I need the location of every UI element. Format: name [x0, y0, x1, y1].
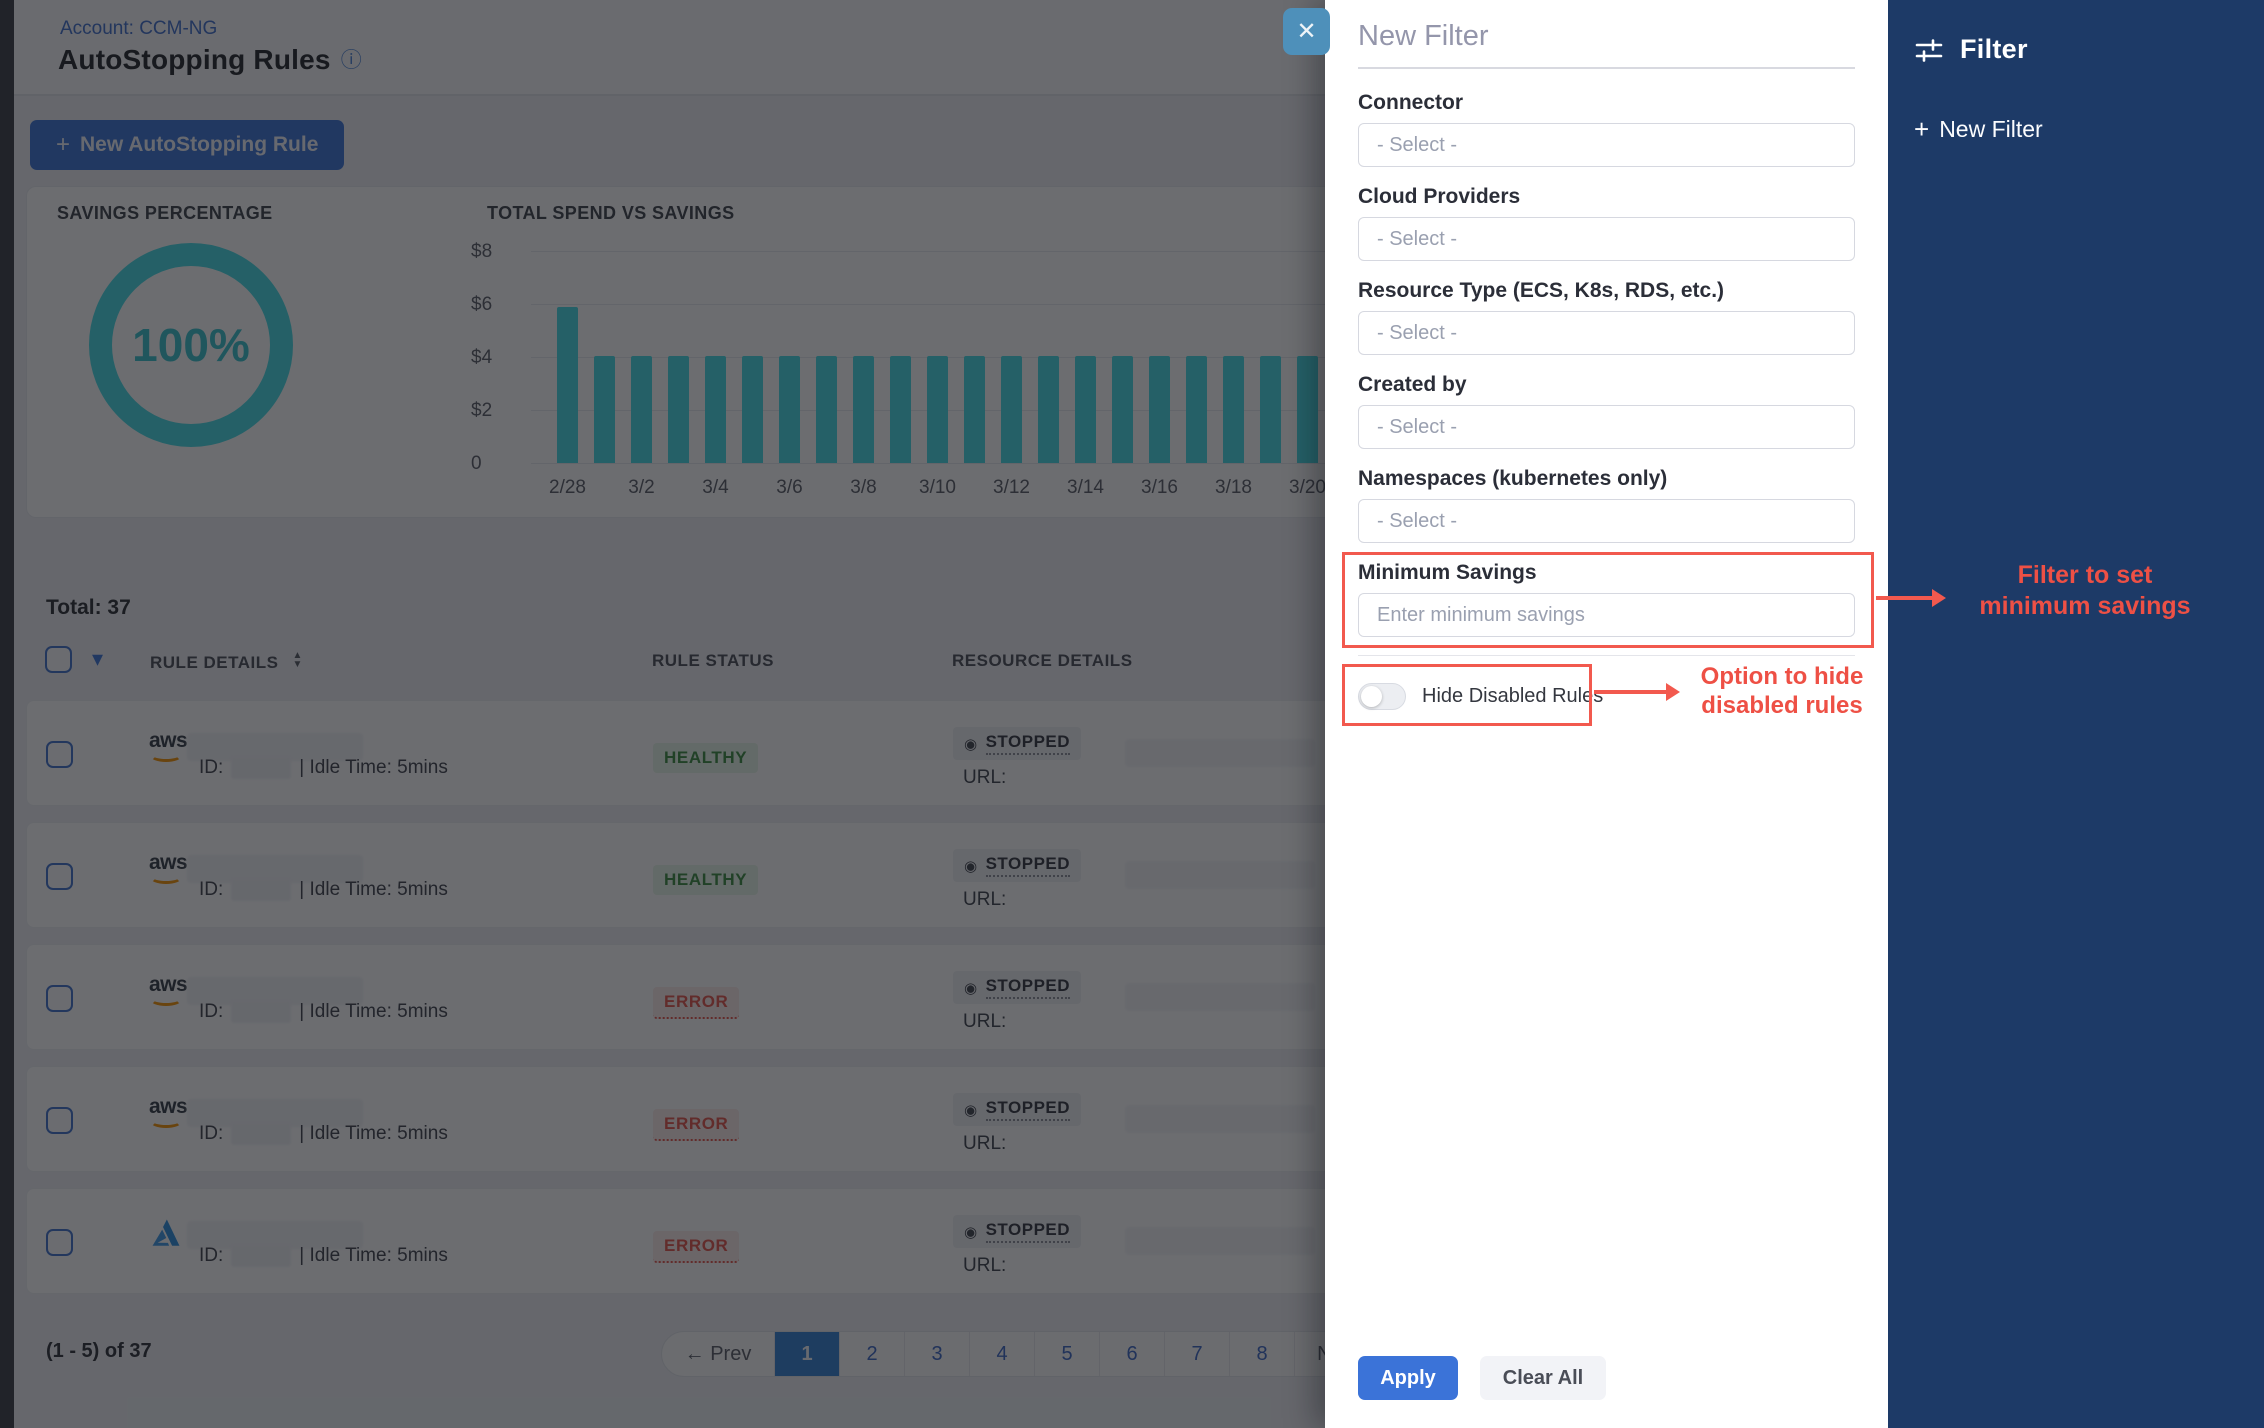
annotation-text-hide-disabled: Option to hide disabled rules	[1700, 663, 1864, 719]
section-divider	[1358, 655, 1855, 656]
resource-select[interactable]: - Select -	[1358, 311, 1855, 355]
annotation-arrow-hide-disabled	[1594, 683, 1680, 701]
filter-field-4: Namespaces (kubernetes only) - Select -	[1358, 467, 1855, 543]
minimum-savings-input[interactable]	[1358, 593, 1855, 637]
filter-field-3: Created by - Select -	[1358, 373, 1855, 449]
toggle-knob	[1361, 685, 1382, 707]
filter-fields: Connector - Select - Cloud Providers - Sele…	[1358, 91, 1855, 637]
filter-sidebar: Filter + New Filter	[1888, 0, 2264, 1428]
filter-field-5: Minimum Savings	[1358, 561, 1855, 637]
filter-field-0: Connector - Select -	[1358, 91, 1855, 167]
hide-disabled-rules-label: Hide Disabled Rules	[1422, 684, 1604, 707]
annotation-box-minimum-savings	[1342, 552, 1874, 648]
hide-disabled-rules-row: Hide Disabled Rules	[1358, 674, 1855, 718]
annotation-text-minimum-savings: Filter to set minimum savings	[1979, 561, 2191, 620]
field-label: Namespaces (kubernetes only)	[1358, 467, 1668, 490]
created-select[interactable]: - Select -	[1358, 405, 1855, 449]
close-icon: ✕	[1296, 18, 1317, 45]
title-underline	[1358, 67, 1855, 69]
field-label: Resource Type (ECS, K8s, RDS, etc.)	[1358, 279, 1725, 302]
namespaces-select[interactable]: - Select -	[1358, 499, 1855, 543]
filter-field-2: Resource Type (ECS, K8s, RDS, etc.) - Sel…	[1358, 279, 1855, 355]
filter-field-1: Cloud Providers - Select -	[1358, 185, 1855, 261]
field-label: Cloud Providers	[1358, 185, 1521, 208]
hide-disabled-rules-toggle[interactable]	[1358, 682, 1406, 710]
filter-sliders-icon	[1915, 38, 1943, 62]
field-label: Created by	[1358, 373, 1467, 396]
filter-sidebar-title: Filter	[1960, 34, 2028, 64]
plus-icon: +	[1914, 114, 1930, 144]
new-filter-button[interactable]: + New Filter	[1914, 114, 2043, 144]
annotation-box-hide-disabled	[1342, 664, 1592, 726]
annotation-arrow-minimum-savings	[1876, 589, 1946, 607]
apply-button[interactable]: Apply	[1358, 1356, 1458, 1400]
filter-drawer: New Filter Connector - Select - Cloud Prov…	[1325, 0, 1888, 1428]
clear-all-button[interactable]: Clear All	[1480, 1356, 1606, 1400]
field-label: Minimum Savings	[1358, 561, 1537, 584]
close-drawer-button[interactable]: ✕	[1283, 8, 1330, 55]
field-label: Connector	[1358, 91, 1463, 114]
cloud-select[interactable]: - Select -	[1358, 217, 1855, 261]
filter-name-input[interactable]: New Filter	[1358, 20, 1489, 52]
connector-select[interactable]: - Select -	[1358, 123, 1855, 167]
